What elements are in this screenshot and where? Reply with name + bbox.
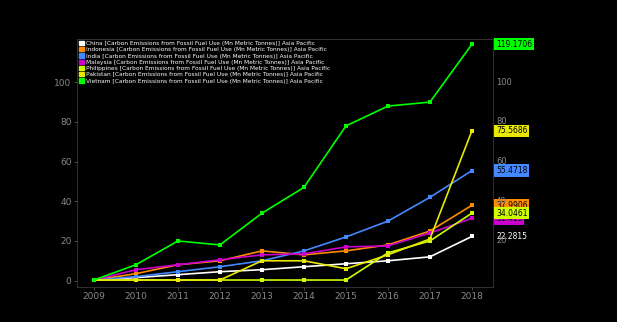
Text: 60: 60 bbox=[496, 157, 507, 166]
Text: 100: 100 bbox=[496, 78, 511, 87]
Text: 37.9906: 37.9906 bbox=[496, 201, 528, 210]
Text: 55.4718: 55.4718 bbox=[496, 166, 528, 175]
Text: 20: 20 bbox=[496, 236, 507, 245]
Text: 34.0461: 34.0461 bbox=[496, 209, 528, 218]
Text: 40: 40 bbox=[496, 197, 507, 206]
Legend: China [Carbon Emissions from Fossil Fuel Use (Mn Metric Tonnes)] Asia Pacific, I: China [Carbon Emissions from Fossil Fuel… bbox=[78, 40, 332, 85]
Text: 22.2815: 22.2815 bbox=[496, 232, 527, 241]
Text: 119.1706: 119.1706 bbox=[496, 40, 532, 49]
Text: 75.5686: 75.5686 bbox=[496, 126, 528, 135]
Text: 31.413: 31.413 bbox=[496, 214, 523, 223]
Text: 80: 80 bbox=[496, 118, 507, 127]
